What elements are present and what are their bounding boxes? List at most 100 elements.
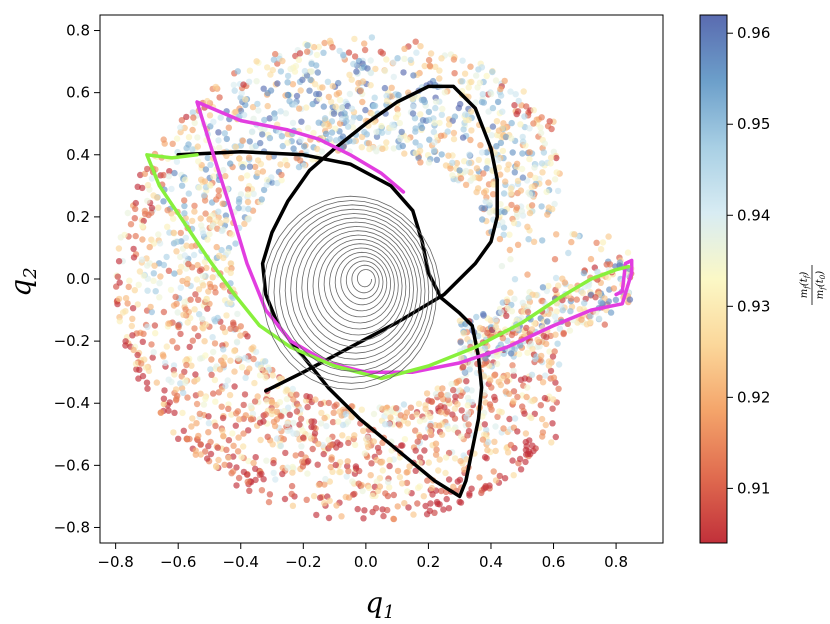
scatter-point: [537, 129, 545, 137]
scatter-point: [422, 502, 429, 510]
scatter-point: [315, 440, 322, 448]
scatter-point: [213, 243, 220, 251]
scatter-point: [500, 120, 507, 127]
scatter-point: [539, 169, 546, 176]
scatter-point: [361, 128, 368, 136]
scatter-point: [152, 330, 159, 337]
scatter-point: [366, 145, 373, 153]
scatter-point: [135, 281, 142, 288]
scatter-point: [185, 260, 192, 268]
scatter-point: [254, 169, 261, 177]
scatter-point: [277, 442, 284, 450]
scatter-point: [132, 205, 139, 213]
scatter-point: [456, 476, 464, 483]
scatter-point: [364, 434, 371, 441]
scatter-point: [210, 348, 217, 356]
scatter-point: [259, 131, 266, 138]
scatter-point: [328, 129, 336, 136]
scatter-point: [232, 240, 239, 247]
scatter-point: [427, 422, 434, 430]
scatter-point: [396, 422, 404, 429]
scatter-point: [605, 233, 612, 240]
scatter-point: [287, 65, 294, 73]
scatter-point: [242, 374, 249, 381]
scatter-point: [234, 68, 241, 75]
scatter-point: [534, 336, 541, 343]
scatter-point: [227, 325, 234, 332]
scatter-point: [441, 89, 448, 96]
scatter-point: [418, 124, 426, 132]
scatter-point: [182, 306, 189, 313]
scatter-point: [423, 390, 431, 397]
scatter-point: [299, 76, 306, 84]
scatter-point: [220, 432, 227, 440]
scatter-point: [214, 444, 221, 451]
scatter-point: [519, 174, 527, 181]
scatter-point: [189, 217, 196, 225]
scatter-point: [240, 443, 247, 450]
scatter-point: [538, 114, 545, 121]
scatter-point: [426, 507, 433, 514]
scatter-point: [552, 274, 560, 282]
scatter-point: [187, 296, 194, 303]
scatter-point: [292, 452, 299, 459]
scatter-point: [465, 84, 472, 91]
scatter-point: [276, 399, 284, 406]
scatter-point: [360, 427, 367, 434]
scatter-point: [269, 441, 276, 448]
scatter-point: [523, 324, 530, 332]
scatter-point: [288, 490, 295, 498]
scatter-point: [238, 175, 245, 182]
scatter-point: [581, 299, 588, 307]
scatter-point: [329, 82, 336, 90]
scatter-point: [400, 401, 408, 408]
scatter-point: [356, 114, 363, 122]
scatter-point: [497, 341, 504, 348]
scatter-point: [272, 476, 279, 483]
scatter-point: [277, 108, 284, 115]
scatter-point: [300, 162, 308, 169]
scatter-point: [226, 462, 233, 469]
scatter-point: [488, 384, 495, 391]
scatter-point: [503, 378, 511, 385]
scatter-point: [445, 152, 452, 159]
scatter-point: [482, 359, 489, 367]
scatter-point: [200, 192, 208, 199]
scatter-point: [505, 161, 512, 168]
scatter-point: [359, 487, 366, 495]
scatter-point: [342, 410, 350, 418]
scatter-point: [141, 170, 149, 177]
scatter-point: [397, 135, 404, 142]
scatter-point: [597, 299, 605, 306]
scatter-point: [297, 415, 305, 422]
scatter-point: [227, 357, 234, 364]
scatter-point: [180, 311, 187, 318]
scatter-point: [599, 239, 607, 246]
scatter-point: [601, 321, 608, 328]
scatter-point: [538, 297, 545, 305]
scatter-point: [197, 390, 204, 397]
scatter-point: [203, 264, 210, 272]
scatter-point: [207, 438, 214, 446]
scatter-point: [445, 505, 453, 512]
scatter-point: [511, 276, 519, 283]
scatter-point: [492, 447, 499, 455]
scatter-point: [193, 276, 201, 283]
scatter-point: [181, 176, 189, 183]
scatter-point: [293, 92, 301, 100]
scatter-point: [547, 367, 555, 375]
scatter-point: [212, 83, 219, 91]
scatter-point: [230, 442, 237, 449]
scatter-point: [153, 379, 160, 386]
scatter-point: [195, 296, 202, 303]
scatter-point: [311, 430, 319, 437]
scatter-point: [432, 451, 440, 458]
scatter-point: [153, 194, 161, 201]
scatter-point: [560, 330, 567, 338]
scatter-point: [264, 433, 271, 440]
scatter-point: [301, 67, 309, 75]
scatter-point: [144, 287, 151, 294]
scatter-point: [552, 379, 559, 386]
scatter-point: [344, 458, 351, 465]
scatter-point: [130, 254, 138, 261]
